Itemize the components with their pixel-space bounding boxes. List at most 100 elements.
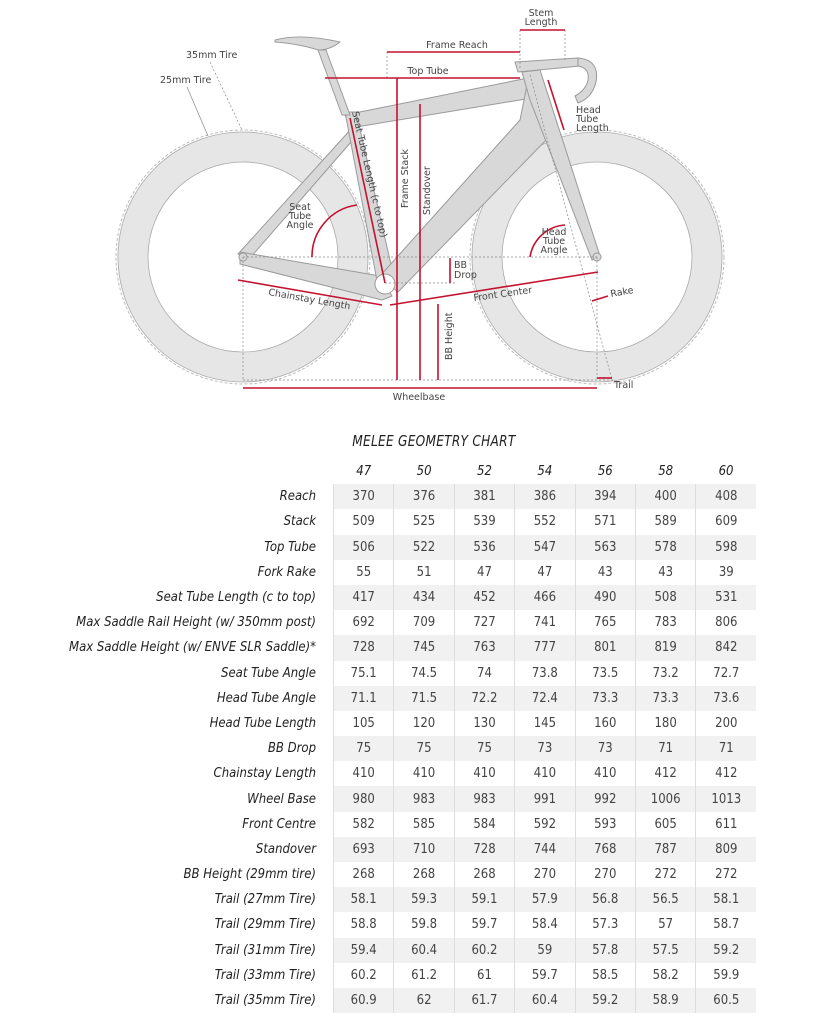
table-row: Trail (27mm Tire) 58.1 59.3 59.1 57.9 56.8 56.… (14, 887, 757, 913)
table-cell: 809 (695, 836, 757, 862)
stem-length-label: Length (525, 17, 558, 28)
table-cell: 1013 (695, 786, 757, 812)
size-header: 50 (416, 464, 432, 480)
head-tube-length-label: Tube (575, 114, 598, 125)
table-cell: 609 (695, 509, 757, 535)
table-cell: 145 (514, 710, 576, 737)
table-cell: 73.5 (574, 660, 636, 686)
table-cell: 57.3 (574, 912, 636, 938)
table-cell: 376 (393, 484, 455, 510)
table-cell: 693 (332, 836, 394, 862)
table-row: Front Centre 582 585 584 592 593 605 611 (14, 811, 757, 837)
table-cell: 801 (574, 635, 636, 661)
table-cell: 589 (634, 509, 696, 535)
measurement-lines (237, 29, 612, 389)
table-cell: 57.8 (574, 937, 636, 963)
table-cell: 268 (453, 862, 515, 888)
table-cell: 582 (332, 811, 394, 837)
head-tube-length-label: Head (576, 105, 601, 116)
table-cell: 72.4 (514, 685, 576, 711)
table-cell: 73.8 (514, 660, 576, 686)
row-label: Wheel Base (247, 791, 316, 807)
table-cell: 60.9 (332, 987, 394, 1014)
table-cell: 71.5 (393, 685, 455, 711)
table-cell: 1006 (634, 786, 696, 812)
standover-label: Standover (422, 166, 433, 215)
table-cell: 58.5 (574, 962, 636, 988)
table-cell: 61.7 (453, 987, 515, 1014)
table-cell: 59.8 (393, 912, 455, 938)
table-cell: 452 (453, 584, 515, 611)
table-cell: 61.2 (393, 962, 455, 988)
table-cell: 787 (634, 836, 696, 862)
table-cell: 709 (393, 610, 455, 636)
table-row: Head Tube Angle 71.1 71.5 72.2 72.4 73.3 73.3 7… (14, 685, 757, 711)
bb-height-label: BB Height (444, 312, 455, 360)
table-cell: 783 (634, 610, 696, 636)
table-cell: 58.9 (634, 987, 696, 1014)
table-cell: 58.8 (332, 912, 394, 938)
table-cell: 71 (695, 736, 757, 762)
table-cell: 75 (332, 736, 394, 762)
table-row: Trail (33mm Tire) 60.2 61.2 61 59.7 58.5 58.2 5… (14, 962, 757, 988)
table-cell: 59.4 (332, 937, 394, 963)
table-cell: 272 (695, 862, 757, 888)
row-label: Seat Tube Length (c to top) (156, 590, 316, 606)
table-cell: 531 (695, 584, 757, 611)
top-tube-label: Top Tube (406, 66, 448, 77)
table-cell: 73.2 (634, 660, 696, 686)
table-cell: 75 (393, 736, 455, 762)
table-row: Trail (29mm Tire) 58.8 59.8 59.7 58.4 57.3 57 5… (14, 912, 757, 938)
table-cell: 105 (332, 710, 394, 737)
table-cell: 56.5 (634, 887, 696, 913)
row-label: Chainstay Length (213, 766, 316, 782)
row-label: Stack (283, 514, 316, 530)
head-tube-length-label: Length (576, 123, 609, 134)
table-cell: 552 (514, 509, 576, 535)
table-cell: 51 (393, 559, 455, 585)
table-cell: 536 (453, 534, 515, 560)
table-cell: 60.5 (695, 987, 757, 1014)
table-cell: 991 (514, 786, 576, 812)
row-label: Head Tube Angle (216, 690, 316, 706)
size-header: 47 (356, 464, 372, 480)
table-cell: 842 (695, 635, 757, 661)
table-row: BB Height (29mm tire) 268 268 268 270 270 272 2… (14, 862, 757, 888)
table-cell: 57.5 (634, 937, 696, 963)
table-row: BB Drop 75 75 75 73 73 71 71 (14, 736, 757, 762)
table-cell: 983 (393, 786, 455, 812)
table-cell: 71.1 (332, 685, 394, 711)
table-cell: 59.2 (695, 937, 757, 963)
wheelbase-label: Wheelbase (393, 392, 446, 403)
table-cell: 272 (634, 862, 696, 888)
table-cell: 58.1 (332, 887, 394, 913)
table-cell: 71 (634, 736, 696, 762)
table-cell: 400 (634, 484, 696, 510)
table-cell: 47 (514, 559, 576, 585)
table-cell: 73.6 (695, 685, 757, 711)
row-label: Max Saddle Height (w/ ENVE SLR Saddle)* (69, 640, 316, 656)
table-cell: 73 (514, 736, 576, 762)
table-cell: 547 (514, 534, 576, 560)
table-cell: 59.1 (453, 887, 515, 913)
seat-tube-angle-label: Tube (288, 211, 311, 222)
table-cell: 74 (453, 660, 515, 686)
table-cell: 741 (514, 610, 576, 636)
table-cell: 160 (574, 710, 636, 737)
table-cell: 410 (574, 761, 636, 787)
table-cell: 270 (574, 862, 636, 888)
table-cell: 57.9 (514, 887, 576, 913)
seat-tube-angle-label: Seat (289, 202, 311, 213)
table-cell: 59.7 (453, 912, 515, 938)
table-cell: 522 (393, 534, 455, 560)
size-header: 56 (597, 464, 613, 480)
size-header: 58 (658, 464, 674, 480)
table-cell: 819 (634, 635, 696, 661)
seat-tube-angle-label: Angle (286, 220, 313, 231)
table-cell: 410 (332, 761, 394, 787)
table-cell: 611 (695, 811, 757, 837)
table-cell: 585 (393, 811, 455, 837)
size-header: 60 (718, 464, 734, 480)
table-cell: 59.7 (514, 962, 576, 988)
table-cell: 410 (393, 761, 455, 787)
